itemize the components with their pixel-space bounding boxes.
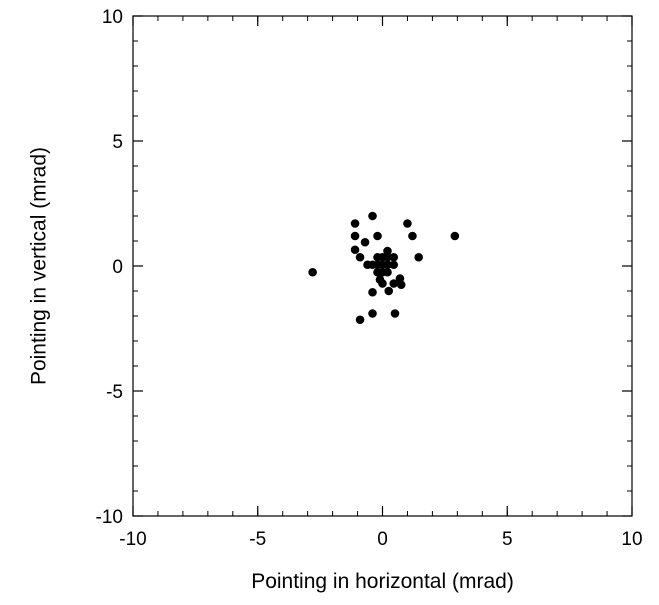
data-point xyxy=(383,246,392,256)
x-tick-label: 10 xyxy=(621,529,642,550)
y-tick-label: -5 xyxy=(106,382,123,403)
data-point xyxy=(390,309,400,318)
data-point xyxy=(350,231,360,241)
x-axis-label: Pointing in horizontal (mrad) xyxy=(251,570,514,593)
plot-area-frame xyxy=(132,15,633,517)
data-point xyxy=(383,260,392,270)
y-tick-label: 10 xyxy=(102,7,123,28)
x-tick-label: -10 xyxy=(119,529,146,550)
data-points xyxy=(308,211,460,325)
data-point xyxy=(360,237,370,247)
data-point xyxy=(355,315,365,325)
data-point xyxy=(368,309,377,318)
y-axis-label: Pointing in vertical (mrad) xyxy=(27,147,50,385)
data-point xyxy=(383,267,392,277)
data-point xyxy=(368,287,377,297)
data-point xyxy=(308,267,317,277)
y-tick-label: -10 xyxy=(96,507,123,528)
data-point xyxy=(414,252,423,262)
data-point xyxy=(384,286,394,296)
data-point xyxy=(389,279,399,288)
y-tick-label: 0 xyxy=(112,257,123,278)
data-point xyxy=(403,219,412,228)
data-point xyxy=(350,245,360,255)
data-point xyxy=(383,252,392,262)
data-point xyxy=(396,280,406,290)
data-point xyxy=(350,219,360,228)
data-point xyxy=(389,260,399,270)
y-axis-tick-labels: -10 -5 0 5 10 xyxy=(96,7,123,528)
data-point xyxy=(389,252,399,262)
data-point xyxy=(408,231,417,241)
data-point xyxy=(378,279,387,288)
data-point xyxy=(450,231,460,241)
x-axis-tick-labels: -10 -5 0 5 10 xyxy=(119,529,642,550)
y-tick-label: 5 xyxy=(112,132,123,153)
data-point xyxy=(373,231,382,241)
x-tick-label: 5 xyxy=(502,529,513,550)
data-point xyxy=(355,252,365,262)
data-point xyxy=(368,211,377,221)
x-tick-label: 0 xyxy=(377,529,388,550)
x-tick-label: -5 xyxy=(249,529,266,550)
